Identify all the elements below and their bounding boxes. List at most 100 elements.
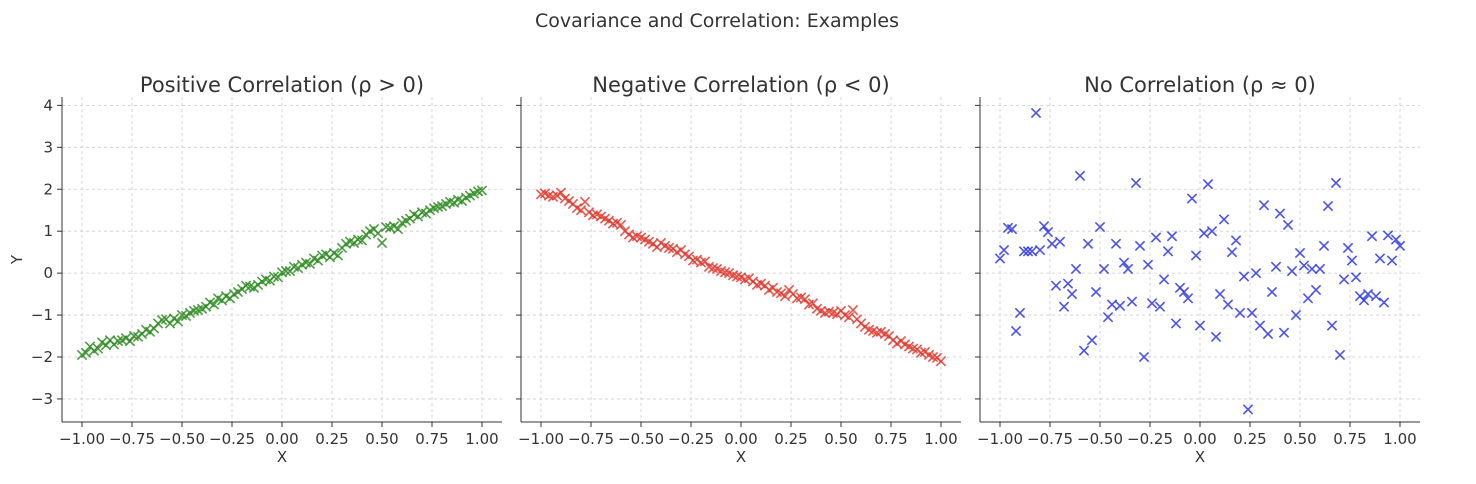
data-point-negative (927, 351, 939, 363)
data-point-negative (607, 218, 619, 229)
data-point-none (1094, 221, 1106, 233)
data-point-positive (128, 330, 140, 342)
data-point-none (1138, 351, 1150, 363)
data-point-none (1006, 223, 1018, 235)
x-tick-label: −0.50 (159, 430, 205, 448)
data-point-none (1146, 298, 1158, 309)
data-point-negative (719, 267, 731, 278)
data-point-none (1162, 246, 1174, 257)
data-point-negative (843, 311, 855, 323)
data-point-none (1274, 208, 1286, 219)
data-point-negative (915, 347, 927, 358)
x-tick-label: 0.50 (1283, 430, 1316, 448)
data-point-positive (92, 343, 104, 354)
data-point-none (1362, 288, 1374, 300)
data-point-none (1190, 250, 1202, 261)
data-point-positive (304, 258, 316, 270)
data-point-none (1314, 263, 1326, 275)
x-tick-label: 1.00 (924, 430, 957, 448)
data-point-none (1366, 231, 1378, 242)
data-point-none (998, 244, 1010, 256)
data-point-none (1042, 226, 1054, 238)
x-tick-label: 0.50 (824, 430, 857, 448)
data-point-positive (356, 235, 368, 246)
data-point-none (1066, 288, 1078, 300)
data-point-none (1278, 327, 1290, 338)
data-point-none (1230, 235, 1242, 246)
data-point-none (1338, 274, 1350, 285)
y-tick-label: −1 (31, 306, 53, 324)
data-point-none (1046, 238, 1058, 249)
data-point-negative (707, 262, 719, 274)
x-tick-label: −0.25 (668, 430, 714, 448)
data-point-none (1142, 259, 1154, 270)
data-point-none (1298, 260, 1310, 271)
data-point-none (1390, 234, 1402, 245)
data-point-none (1326, 320, 1338, 331)
panel-title-none: No Correlation (ρ ≈ 0) (1084, 73, 1316, 97)
data-point-positive (80, 347, 92, 358)
data-point-none (1018, 246, 1030, 257)
data-point-positive (280, 265, 292, 277)
data-point-none (1186, 193, 1198, 204)
data-point-positive (172, 316, 184, 327)
data-point-positive (240, 280, 252, 291)
data-point-none (1090, 286, 1102, 298)
data-point-none (1082, 238, 1094, 249)
data-point-positive (392, 223, 404, 235)
x-tick-label: 0.75 (874, 430, 907, 448)
data-point-none (1386, 255, 1398, 266)
data-point-negative (555, 187, 567, 198)
data-point-none (1106, 299, 1118, 310)
data-point-positive (176, 309, 188, 321)
data-point-none (1078, 345, 1090, 356)
x-tick-label: −1.00 (977, 430, 1023, 448)
data-point-none (1382, 230, 1394, 241)
data-point-negative (847, 304, 859, 316)
data-point-none (1214, 288, 1226, 300)
x-tick-label: −1.00 (518, 430, 564, 448)
data-point-none (1178, 286, 1190, 298)
data-point-none (1242, 404, 1254, 415)
data-point-none (1182, 293, 1194, 304)
data-point-none (1058, 301, 1070, 312)
data-point-negative (799, 293, 811, 305)
panel-negative: −1.00 −0.75 −0.50 −0.25 0.00 0.25 0.50 0.75 1.00… (516, 73, 961, 466)
data-point-none (1086, 335, 1098, 346)
panel-positive: −1.00 −0.75 −0.50 −0.25 0.00 0.25 0.50 0.75 1.00… (8, 73, 502, 466)
data-point-none (1306, 263, 1318, 275)
y-tick-label: 3 (43, 138, 53, 156)
figure-suptitle: Covariance and Correlation: Examples (535, 10, 899, 32)
data-point-none (1234, 307, 1246, 319)
data-point-positive (112, 335, 124, 347)
data-point-none (1266, 286, 1278, 298)
data-point-none (1114, 300, 1126, 312)
data-point-negative (807, 298, 819, 309)
x-tick-label: −0.75 (109, 430, 155, 448)
data-point-none (1342, 242, 1354, 254)
x-tick-label: 0.25 (315, 430, 348, 448)
data-point-none (1198, 228, 1210, 239)
data-point-negative (907, 343, 919, 354)
y-tick-label: 0 (43, 264, 53, 282)
data-point-none (1074, 170, 1086, 182)
x-tick-label: −0.75 (1027, 430, 1073, 448)
data-point-negative (731, 271, 743, 282)
data-point-none (1370, 291, 1382, 302)
panel-none: −1.00 −0.75 −0.50 −0.25 0.00 0.25 0.50 0.75 1.00… (975, 73, 1420, 466)
data-point-none (1054, 236, 1066, 247)
x-tick-label: 0.00 (265, 430, 298, 448)
data-point-negative (935, 356, 947, 367)
data-point-none (1030, 107, 1042, 119)
data-point-none (1282, 219, 1294, 231)
data-point-none (1010, 325, 1022, 337)
data-point-positive (332, 250, 344, 261)
data-point-none (1318, 240, 1330, 252)
x-tick-label: −0.25 (209, 430, 255, 448)
data-point-none (1358, 295, 1370, 306)
data-point-none (1154, 301, 1166, 312)
data-point-negative (687, 255, 699, 266)
data-point-none (1170, 318, 1182, 329)
data-point-none (1346, 255, 1358, 266)
data-point-none (1118, 257, 1130, 268)
